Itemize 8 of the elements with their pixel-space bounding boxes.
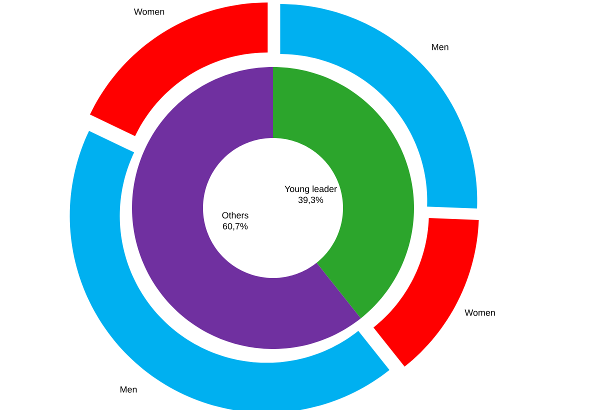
slice-label: Young leader bbox=[284, 186, 337, 194]
slice-label: Women bbox=[134, 8, 164, 15]
data-label: 60,7% bbox=[222, 223, 248, 230]
slice-label: Men bbox=[432, 44, 448, 50]
slice-label: Others bbox=[222, 212, 248, 218]
slice-label: Men bbox=[120, 386, 137, 393]
slice-label: Women bbox=[464, 310, 495, 316]
data-label: 39,3% bbox=[298, 196, 324, 204]
